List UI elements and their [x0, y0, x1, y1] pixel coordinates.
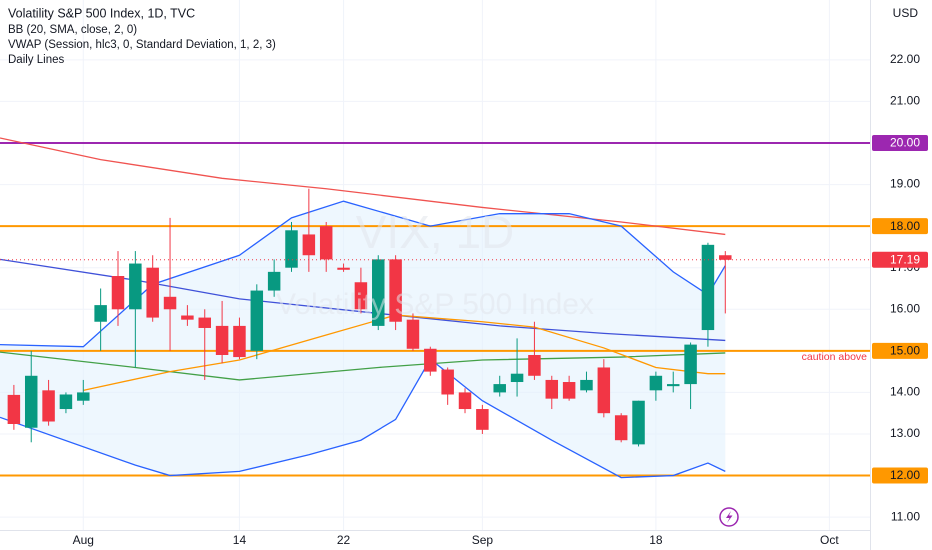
candle-body	[94, 305, 107, 322]
candle-body	[684, 344, 697, 385]
event-icon	[719, 507, 739, 527]
candle-body	[510, 373, 524, 383]
bb-fill	[0, 201, 726, 478]
candle-body	[614, 415, 628, 441]
legend-item: BB (20, SMA, close, 2, 0)	[8, 24, 137, 36]
watermark: VIX, 1D	[356, 206, 515, 258]
candle-body	[42, 390, 55, 422]
candle-body	[24, 375, 38, 428]
level-tag	[872, 218, 928, 235]
candle-body	[441, 369, 454, 395]
candle-body	[319, 226, 333, 260]
candle-body	[250, 290, 264, 351]
candle-body	[77, 392, 90, 401]
candle-body	[215, 325, 229, 355]
candle-body	[476, 409, 489, 430]
candle-body	[719, 255, 732, 260]
candle-body	[424, 348, 437, 372]
candle-body	[233, 325, 246, 358]
y-tick-label: 11.00	[891, 509, 920, 523]
last-price-tag-label: 17.19	[890, 252, 920, 266]
candle-body	[267, 271, 281, 291]
indicator-line	[0, 137, 726, 236]
level-tag-label: 20.00	[890, 136, 920, 150]
candle-body	[146, 267, 159, 318]
candle-body	[389, 259, 402, 322]
chart-title: Volatility S&P 500 Index, 1D, TVC	[8, 6, 195, 20]
level-tag-label: 15.00	[890, 344, 920, 358]
candle-body	[528, 354, 541, 376]
indicator-line	[0, 351, 726, 381]
last-price-tag	[872, 251, 928, 268]
candle-body	[7, 394, 21, 424]
y-tick-label: 19.00	[890, 177, 920, 191]
x-tick-label: 18	[649, 533, 663, 547]
candle-body	[458, 392, 472, 410]
candle-body	[111, 276, 125, 310]
level-tag	[872, 342, 928, 359]
candle-body	[406, 319, 420, 349]
y-tick-label: 16.00	[890, 301, 920, 315]
candle-body	[701, 244, 715, 331]
x-tick-label: Sep	[472, 533, 494, 547]
currency: USD	[893, 6, 919, 20]
x-tick-label: Aug	[73, 533, 94, 547]
y-tick-label: 21.00	[890, 94, 920, 108]
level-tag	[872, 467, 928, 484]
legend-item: VWAP (Session, hlc3, 0, Standard Deviati…	[8, 39, 276, 51]
candle-body	[493, 384, 506, 393]
level-tag	[872, 134, 928, 151]
candle-body	[59, 394, 73, 410]
indicator-line	[0, 358, 726, 479]
candle-body	[649, 375, 663, 391]
watermark-subtitle: Volatility S&P 500 Index	[276, 288, 594, 321]
y-tick-label: 14.00	[890, 385, 920, 399]
legend-item: Daily Lines	[8, 54, 64, 66]
candle-body	[198, 317, 211, 328]
candle-body	[337, 267, 350, 270]
x-tick-label: Oct	[820, 533, 839, 547]
candle-body	[632, 400, 645, 445]
candle-body	[562, 382, 576, 399]
level-tag-label: 18.00	[890, 219, 920, 233]
candle-body	[163, 296, 177, 310]
candle-body	[181, 315, 194, 320]
candle-body	[666, 384, 680, 387]
annotation: caution above	[802, 351, 868, 363]
indicator-line	[83, 314, 726, 391]
candle-body	[545, 379, 559, 399]
y-tick-label: 13.00	[890, 426, 920, 440]
candle-body	[285, 230, 298, 268]
plot	[0, 0, 870, 530]
candle-body	[580, 379, 593, 391]
x-tick-label: 22	[337, 533, 351, 547]
candle-body	[354, 282, 368, 310]
candle-body	[302, 234, 316, 256]
level-tag-label: 12.00	[890, 468, 920, 482]
candle-body	[597, 367, 611, 414]
candle-body	[129, 263, 142, 310]
x-tick-label: 14	[233, 533, 247, 547]
candle-body	[372, 259, 385, 326]
y-tick-label: 22.00	[890, 52, 920, 66]
